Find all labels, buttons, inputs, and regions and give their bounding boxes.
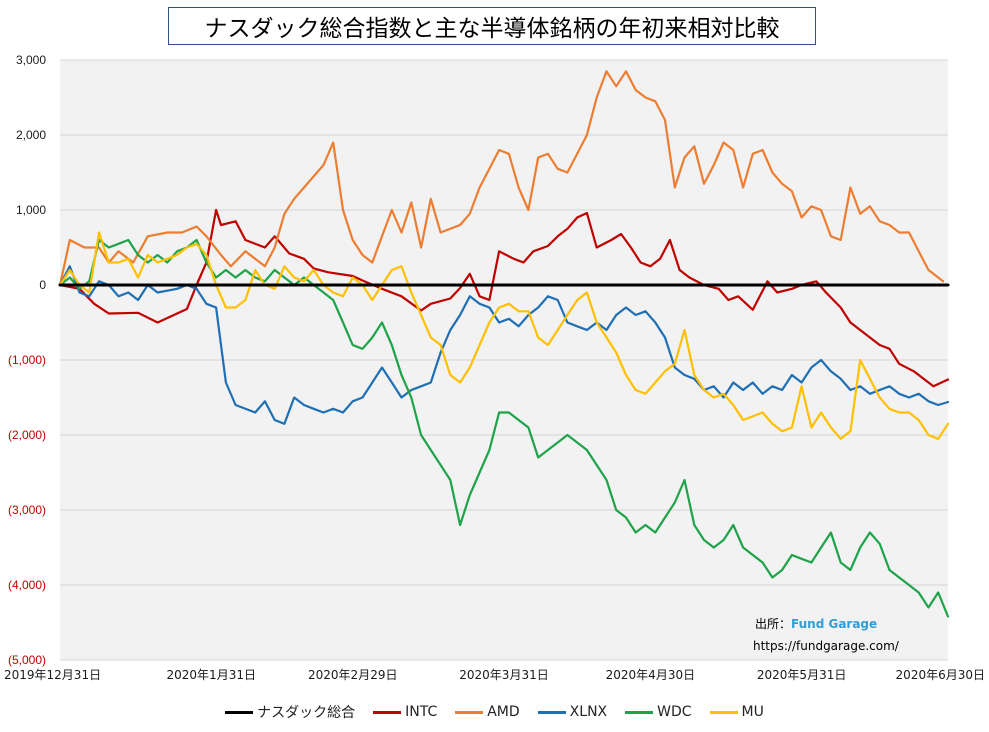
series-line-XLNX	[58, 265, 950, 425]
y-tick-label: (2,000)	[8, 428, 46, 442]
y-tick-label: 0	[39, 278, 46, 292]
x-tick-label: 2020年1月31日	[167, 668, 256, 682]
x-tick-label: 2019年12月31日	[4, 668, 101, 682]
legend-label: ナスダック総合	[257, 705, 356, 721]
legend-swatch	[709, 710, 738, 714]
y-tick-label: 2,000	[16, 128, 46, 142]
legend-swatch	[373, 710, 402, 714]
series-line-INTC	[58, 208, 950, 388]
legend-swatch	[455, 710, 484, 714]
legend-item: INTC	[373, 704, 437, 720]
y-tick-label: 1,000	[16, 203, 46, 217]
y-tick-label: 3,000	[16, 53, 46, 67]
legend-label: AMD	[487, 704, 520, 720]
source-label: 出所：	[755, 617, 792, 631]
legend-label: XLNX	[569, 704, 608, 720]
legend-label: WDC	[657, 704, 692, 720]
legend-swatch	[625, 710, 654, 714]
x-tick-label: 2020年5月31日	[757, 668, 846, 682]
y-tick-label: (4,000)	[8, 578, 46, 592]
legend-item: AMD	[455, 704, 520, 720]
legend-item: WDC	[625, 704, 692, 720]
source-brand: Fund Garage	[791, 617, 878, 631]
series-lines	[58, 70, 950, 618]
series-line-WDC	[58, 238, 950, 618]
series-line-AMD	[58, 70, 945, 287]
gridlines	[60, 59, 948, 661]
y-axis-labels: 3,000 2,000 1,000 0 (1,000) (2,000) (3,000) (4,…	[8, 53, 46, 667]
legend-swatch	[225, 710, 254, 714]
source-credit: 出所：Fund Garage	[755, 615, 877, 632]
legend-item: MU	[709, 704, 764, 720]
x-axis-labels: 2019年12月31日 2020年1月31日 2020年2月29日 2020年3月31…	[4, 668, 985, 682]
legend-item: XLNX	[537, 704, 608, 720]
x-tick-label: 2020年2月29日	[308, 668, 397, 682]
x-tick-label: 2020年6月30日	[896, 668, 985, 682]
x-tick-label: 2020年3月31日	[459, 668, 548, 682]
y-tick-label: (3,000)	[8, 503, 46, 517]
chart-title: ナスダック総合指数と主な半導体銘柄の年初来相対比較	[168, 7, 816, 45]
x-tick-label: 2020年4月30日	[606, 668, 695, 682]
legend-swatch	[537, 710, 566, 714]
series-line-MU	[58, 231, 950, 440]
chart-legend: ナスダック総合 INTC AMD XLNX WDC MU	[0, 702, 989, 722]
y-tick-label: (1,000)	[8, 353, 46, 367]
legend-label: INTC	[405, 704, 438, 720]
legend-label: MU	[741, 704, 764, 720]
source-url: https://fundgarage.com/	[753, 639, 899, 653]
y-tick-label: (5,000)	[8, 653, 46, 667]
legend-item: ナスダック総合	[225, 702, 355, 722]
